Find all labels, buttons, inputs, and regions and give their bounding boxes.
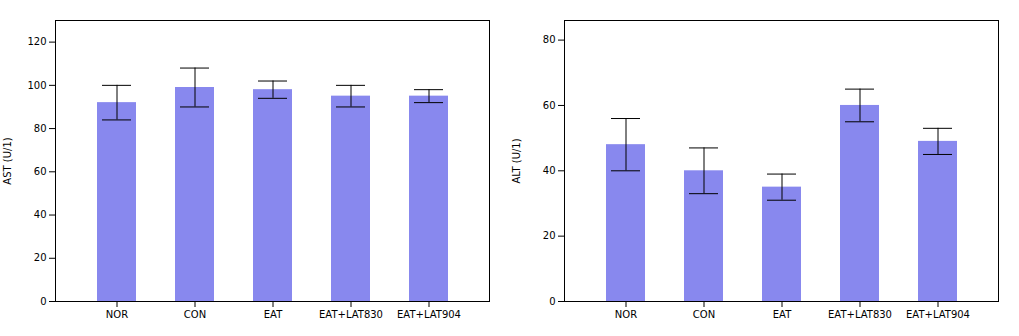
svg-text:ALT (U/1): ALT (U/1): [511, 138, 522, 183]
svg-text:60: 60: [543, 100, 556, 111]
svg-text:40: 40: [34, 209, 47, 220]
svg-text:EAT+LAT830: EAT+LAT830: [319, 309, 383, 320]
svg-text:0: 0: [40, 296, 46, 307]
svg-text:AST (U/1): AST (U/1): [2, 137, 13, 184]
svg-text:CON: CON: [693, 309, 715, 320]
svg-text:NOR: NOR: [615, 309, 637, 320]
svg-text:EAT: EAT: [264, 309, 283, 320]
svg-text:0: 0: [549, 296, 555, 307]
svg-text:NOR: NOR: [106, 309, 128, 320]
svg-text:CON: CON: [184, 309, 206, 320]
svg-text:EAT+LAT904: EAT+LAT904: [397, 309, 461, 320]
svg-text:EAT: EAT: [773, 309, 792, 320]
svg-text:100: 100: [27, 80, 46, 91]
svg-text:EAT+LAT830: EAT+LAT830: [828, 309, 892, 320]
svg-text:120: 120: [27, 36, 46, 47]
svg-text:20: 20: [34, 252, 47, 263]
svg-text:60: 60: [34, 166, 47, 177]
svg-text:20: 20: [543, 230, 556, 241]
svg-text:EAT+LAT904: EAT+LAT904: [906, 309, 970, 320]
svg-text:80: 80: [34, 123, 47, 134]
svg-text:80: 80: [543, 34, 556, 45]
svg-text:40: 40: [543, 165, 556, 176]
